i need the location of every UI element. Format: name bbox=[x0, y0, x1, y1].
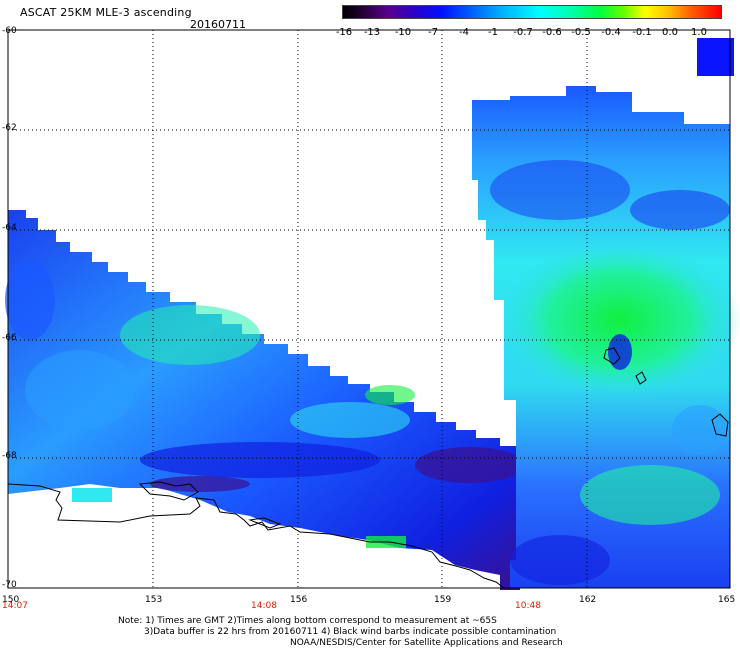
footer-credit: NOAA/NESDIS/Center for Satellite Applica… bbox=[290, 638, 563, 648]
footer-note: Note: 1) Times are GMT 2)Times along bot… bbox=[118, 616, 497, 626]
colorbar bbox=[342, 5, 722, 19]
product-title: ASCAT 25KM MLE-3 ascending bbox=[20, 6, 192, 19]
footer-note: 3)Data buffer is 22 hrs from 20160711 4)… bbox=[144, 627, 557, 637]
legend-swatch bbox=[697, 38, 734, 76]
longitude-label: 162 bbox=[579, 595, 597, 605]
swath-left-patch bbox=[140, 442, 380, 478]
longitude-label: 156 bbox=[290, 595, 308, 605]
colorbar-label: -0.4 bbox=[601, 27, 621, 38]
colorbar-label: -10 bbox=[394, 27, 412, 38]
swath-left-patch bbox=[5, 260, 55, 340]
grid bbox=[8, 30, 730, 588]
longitude-label: 153 bbox=[145, 595, 163, 605]
colorbar-label: 0.0 bbox=[662, 27, 678, 38]
coastline-segment bbox=[7, 483, 505, 589]
time-label: 14:08 bbox=[251, 601, 277, 611]
colorbar-label: 1.0 bbox=[691, 27, 707, 38]
product-date: 20160711 bbox=[190, 18, 246, 31]
swath-right-patch bbox=[490, 160, 630, 220]
colorbar-label: -0.6 bbox=[542, 27, 562, 38]
time-label: 10:48 bbox=[515, 601, 541, 611]
coastline bbox=[7, 347, 729, 589]
longitude-label: 150 bbox=[2, 595, 20, 605]
colorbar-label: -7 bbox=[428, 27, 438, 38]
swath-left-patch bbox=[72, 488, 112, 502]
colorbar-label: -1 bbox=[488, 27, 498, 38]
coastline-segment bbox=[138, 481, 199, 501]
time-label: 14:07 bbox=[2, 601, 28, 611]
swath-right-patch bbox=[672, 405, 728, 455]
latitude-label: -60 bbox=[2, 26, 17, 36]
coastline-segment bbox=[711, 413, 729, 437]
latitude-label: -68 bbox=[2, 451, 17, 461]
swath-right-patch bbox=[630, 190, 730, 230]
coastline-segment bbox=[248, 517, 282, 529]
coastline-segment bbox=[603, 347, 621, 365]
latitude-label: -70 bbox=[2, 580, 17, 590]
swath-left-patch bbox=[150, 476, 250, 492]
swath-right-patch bbox=[510, 535, 610, 585]
map-frame bbox=[7, 29, 731, 589]
colorbar-label: -0.1 bbox=[632, 27, 652, 38]
colorbar-label: -13 bbox=[363, 27, 381, 38]
longitude-label: 159 bbox=[434, 595, 452, 605]
swath-left bbox=[8, 210, 520, 590]
colorbar-label: -0.7 bbox=[513, 27, 533, 38]
longitude-label: 165 bbox=[718, 595, 736, 605]
swath-left-patch bbox=[25, 350, 135, 430]
swath-left-patch bbox=[120, 305, 260, 365]
swath-right-patch bbox=[608, 334, 632, 370]
colorbar-label: -4 bbox=[459, 27, 469, 38]
swath-right-patch bbox=[500, 240, 740, 400]
swath-left-patch bbox=[415, 447, 525, 483]
colorbar-label: -0.5 bbox=[571, 27, 591, 38]
latitude-label: -62 bbox=[2, 123, 17, 133]
latitude-label: -64 bbox=[2, 223, 17, 233]
coastline-segment bbox=[635, 371, 647, 385]
swath-left-patch bbox=[290, 402, 410, 438]
swath-left-patch bbox=[365, 385, 415, 405]
colorbar-label: -16 bbox=[335, 27, 353, 38]
latitude-label: -66 bbox=[2, 333, 17, 343]
swath-right-patch bbox=[580, 465, 720, 525]
